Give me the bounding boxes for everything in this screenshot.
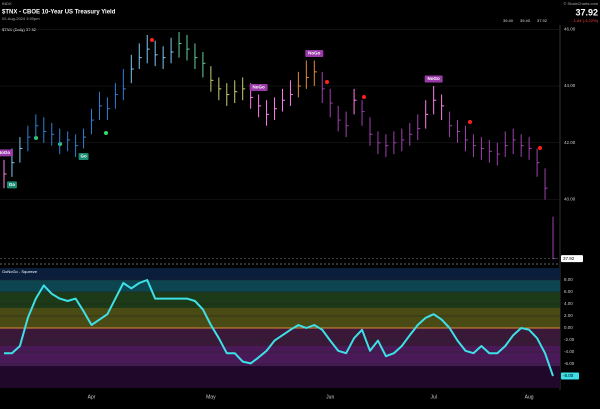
band bbox=[0, 346, 560, 366]
copyright: © StockCharts.com bbox=[563, 1, 598, 6]
y-tick-label: -2.00 bbox=[564, 337, 575, 342]
nogo-dot bbox=[150, 38, 154, 42]
annotation: NoGo bbox=[0, 150, 10, 155]
change: -1.64 (-4.22%) bbox=[572, 18, 598, 23]
nogo-dot bbox=[325, 80, 329, 84]
y-tick-label: -6.00 bbox=[564, 361, 575, 366]
x-tick-label: Jul bbox=[430, 394, 436, 400]
y-tick-label: 40.00 bbox=[564, 197, 576, 202]
price-box bbox=[561, 255, 583, 263]
nogo-dot bbox=[538, 146, 542, 150]
y-tick-label: 44.00 bbox=[564, 83, 576, 88]
y-tick-label: 46.00 bbox=[564, 26, 576, 31]
legend: $TNX (Daily) 37.92 bbox=[2, 27, 37, 32]
stat: 37.92 bbox=[537, 18, 548, 23]
annotation-box bbox=[78, 152, 89, 160]
stat: 39.40 bbox=[520, 18, 531, 23]
annotation: NoGo bbox=[308, 51, 320, 56]
date: 02-Aug-2024 3:00pm bbox=[2, 16, 40, 21]
band bbox=[0, 292, 560, 308]
last-price: 37.92 bbox=[575, 7, 598, 17]
band bbox=[0, 366, 560, 388]
value-label: -8.00 bbox=[563, 373, 574, 378]
nogo-dot bbox=[468, 120, 472, 124]
price-label: 37.92 bbox=[563, 256, 575, 261]
source: INDX bbox=[2, 1, 12, 6]
y-tick-label: 42.00 bbox=[564, 140, 576, 145]
band bbox=[0, 268, 560, 280]
annotation: Go bbox=[9, 182, 16, 187]
annotation-box bbox=[0, 149, 13, 157]
annotation-box bbox=[424, 75, 443, 83]
annotation: Go bbox=[80, 154, 87, 159]
annotation-box bbox=[305, 49, 324, 57]
y-tick-label: 4.00 bbox=[564, 301, 573, 306]
go-dot bbox=[104, 131, 108, 135]
annotation-box bbox=[249, 84, 268, 92]
y-tick-label: 0.00 bbox=[564, 325, 573, 330]
bands bbox=[0, 268, 560, 388]
x-tick-label: Aug bbox=[525, 394, 534, 400]
y-tick-label: 6.00 bbox=[564, 289, 573, 294]
stat: 39.40 bbox=[503, 18, 514, 23]
x-tick-label: May bbox=[206, 394, 216, 400]
chart-title: $TNX - CBOE 10-Year US Treasury Yield bbox=[2, 10, 116, 16]
y-tick-label: 2.00 bbox=[564, 313, 573, 318]
y-tick-label: 8.00 bbox=[564, 277, 573, 282]
y-tick-label: -4.00 bbox=[564, 349, 575, 354]
nogo-dot bbox=[362, 95, 366, 99]
value-box bbox=[561, 372, 579, 380]
annotation: NoGo bbox=[252, 85, 264, 90]
panel-title: GoNoGo - Squeeze bbox=[2, 269, 38, 274]
annotation-box bbox=[6, 181, 17, 189]
oscillator-line bbox=[4, 279, 554, 377]
x-tick-label: Jun bbox=[326, 394, 334, 400]
x-tick-label: Apr bbox=[88, 394, 96, 400]
annotation: NoGo bbox=[428, 76, 440, 81]
band bbox=[0, 280, 560, 292]
